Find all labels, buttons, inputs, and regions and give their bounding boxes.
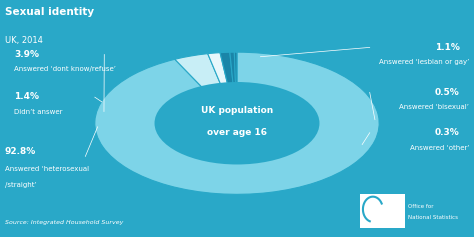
- Text: Source: Integrated Household Survey: Source: Integrated Household Survey: [5, 220, 123, 225]
- Text: 1.4%: 1.4%: [14, 92, 39, 101]
- Text: Sexual identity: Sexual identity: [5, 7, 94, 17]
- Wedge shape: [175, 54, 237, 123]
- Text: 0.3%: 0.3%: [435, 128, 460, 137]
- Text: 92.8%: 92.8%: [5, 147, 36, 156]
- Text: Answered ‘​dont know/refuse’: Answered ‘​dont know/refuse’: [14, 66, 116, 72]
- Text: Office for: Office for: [408, 204, 433, 209]
- Text: UK population: UK population: [201, 106, 273, 115]
- Circle shape: [155, 82, 319, 164]
- Text: National Statistics: National Statistics: [408, 215, 457, 220]
- Text: /straight’: /straight’: [5, 182, 36, 188]
- Text: 0.5%: 0.5%: [435, 88, 460, 97]
- Wedge shape: [230, 52, 237, 123]
- Text: UK, 2014: UK, 2014: [5, 36, 43, 45]
- Wedge shape: [208, 53, 237, 123]
- Wedge shape: [234, 52, 237, 123]
- Wedge shape: [220, 52, 237, 123]
- Wedge shape: [95, 52, 379, 194]
- FancyBboxPatch shape: [360, 194, 405, 228]
- Text: 1.1%: 1.1%: [435, 43, 460, 52]
- Text: over age 16: over age 16: [207, 128, 267, 137]
- Text: Answered ‘other’: Answered ‘other’: [410, 145, 469, 150]
- Text: Didn’t answer: Didn’t answer: [14, 109, 63, 115]
- Text: Answered ‘bisexual’: Answered ‘bisexual’: [400, 104, 469, 110]
- Text: Answered ‘heterosexual: Answered ‘heterosexual: [5, 166, 89, 172]
- Text: Answered ‘lesbian or gay’: Answered ‘lesbian or gay’: [379, 59, 469, 65]
- Text: 3.9%: 3.9%: [14, 50, 39, 59]
